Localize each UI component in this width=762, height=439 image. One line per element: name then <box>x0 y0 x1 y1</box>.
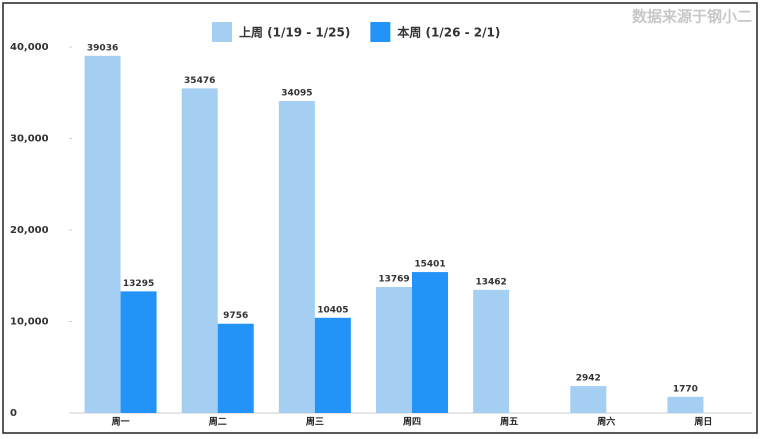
x-tick-label: 周二 <box>209 417 227 428</box>
bar <box>217 323 254 413</box>
bar <box>314 317 351 413</box>
data-label: 2942 <box>576 374 601 384</box>
data-label: 35476 <box>184 76 215 86</box>
frame <box>2 2 758 434</box>
legend-label: 上周 (1/19 - 1/25) <box>239 25 350 40</box>
legend-swatch <box>212 22 232 42</box>
legend-swatch <box>370 22 391 42</box>
y-tick-label: 40,000 <box>10 42 49 53</box>
source-note: 数据来源于钢小二 <box>632 8 752 26</box>
data-label: 10405 <box>317 305 348 315</box>
bar <box>84 55 121 414</box>
data-label: 13462 <box>475 277 506 287</box>
bar <box>120 291 157 413</box>
legend-label: 本周 (1/26 - 2/1) <box>397 25 500 40</box>
y-tick-label: 20,000 <box>10 225 49 236</box>
data-label: 9756 <box>223 311 248 321</box>
bar <box>376 287 412 413</box>
x-tick-label: 周一 <box>112 417 130 428</box>
data-label: 13295 <box>123 279 154 289</box>
x-tick-label: 周日 <box>694 417 712 428</box>
x-tick-label: 周三 <box>306 417 324 428</box>
bar <box>667 396 704 413</box>
data-label: 13769 <box>378 275 409 285</box>
y-tick-label: 30,000 <box>10 134 49 145</box>
data-label: 1770 <box>673 384 698 394</box>
bar <box>570 386 607 413</box>
data-label: 15401 <box>414 260 445 270</box>
x-tick-label: 周五 <box>500 417 518 428</box>
bar <box>473 289 510 413</box>
bar <box>412 272 448 413</box>
bar <box>278 101 315 413</box>
x-tick-label: 周六 <box>597 416 615 428</box>
y-tick-label: 10,000 <box>10 317 49 328</box>
bar <box>181 88 218 414</box>
data-label: 39036 <box>87 43 118 53</box>
x-tick-label: 周四 <box>403 417 421 428</box>
y-tick-label: 0 <box>10 408 17 419</box>
data-label: 34095 <box>281 89 312 99</box>
